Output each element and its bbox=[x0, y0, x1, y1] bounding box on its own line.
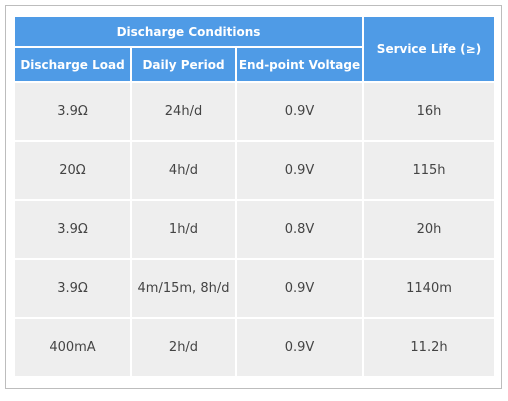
end-point-voltage-cell: 0.9V bbox=[237, 260, 364, 319]
end-point-voltage-cell: 0.9V bbox=[237, 319, 364, 376]
table-row: 20Ω 4h/d 0.9V 115h bbox=[15, 142, 494, 201]
end-point-voltage-cell: 0.9V bbox=[237, 142, 364, 201]
end-point-voltage-cell: 0.9V bbox=[237, 83, 364, 142]
discharge-spec-table: Discharge Conditions Service Life (≥) Di… bbox=[15, 17, 494, 376]
discharge-load-cell: 3.9Ω bbox=[15, 260, 132, 319]
discharge-load-cell: 400mA bbox=[15, 319, 132, 376]
daily-period-cell: 2h/d bbox=[132, 319, 237, 376]
service-life-header: Service Life (≥) bbox=[364, 17, 494, 83]
service-life-cell: 115h bbox=[364, 142, 494, 201]
daily-period-header: Daily Period bbox=[132, 48, 237, 83]
service-life-cell: 11.2h bbox=[364, 319, 494, 376]
discharge-load-cell: 3.9Ω bbox=[15, 83, 132, 142]
service-life-cell: 1140m bbox=[364, 260, 494, 319]
table-row: 3.9Ω 1h/d 0.8V 20h bbox=[15, 201, 494, 260]
service-life-cell: 20h bbox=[364, 201, 494, 260]
discharge-load-cell: 20Ω bbox=[15, 142, 132, 201]
daily-period-cell: 24h/d bbox=[132, 83, 237, 142]
discharge-load-header: Discharge Load bbox=[15, 48, 132, 83]
daily-period-cell: 4m/15m, 8h/d bbox=[132, 260, 237, 319]
end-point-voltage-header: End-point Voltage bbox=[237, 48, 364, 83]
service-life-cell: 16h bbox=[364, 83, 494, 142]
discharge-conditions-header: Discharge Conditions bbox=[15, 17, 364, 48]
table-row: 3.9Ω 24h/d 0.9V 16h bbox=[15, 83, 494, 142]
discharge-load-cell: 3.9Ω bbox=[15, 201, 132, 260]
daily-period-cell: 1h/d bbox=[132, 201, 237, 260]
table-row: 3.9Ω 4m/15m, 8h/d 0.9V 1140m bbox=[15, 260, 494, 319]
table-row: 400mA 2h/d 0.9V 11.2h bbox=[15, 319, 494, 376]
end-point-voltage-cell: 0.8V bbox=[237, 201, 364, 260]
daily-period-cell: 4h/d bbox=[132, 142, 237, 201]
